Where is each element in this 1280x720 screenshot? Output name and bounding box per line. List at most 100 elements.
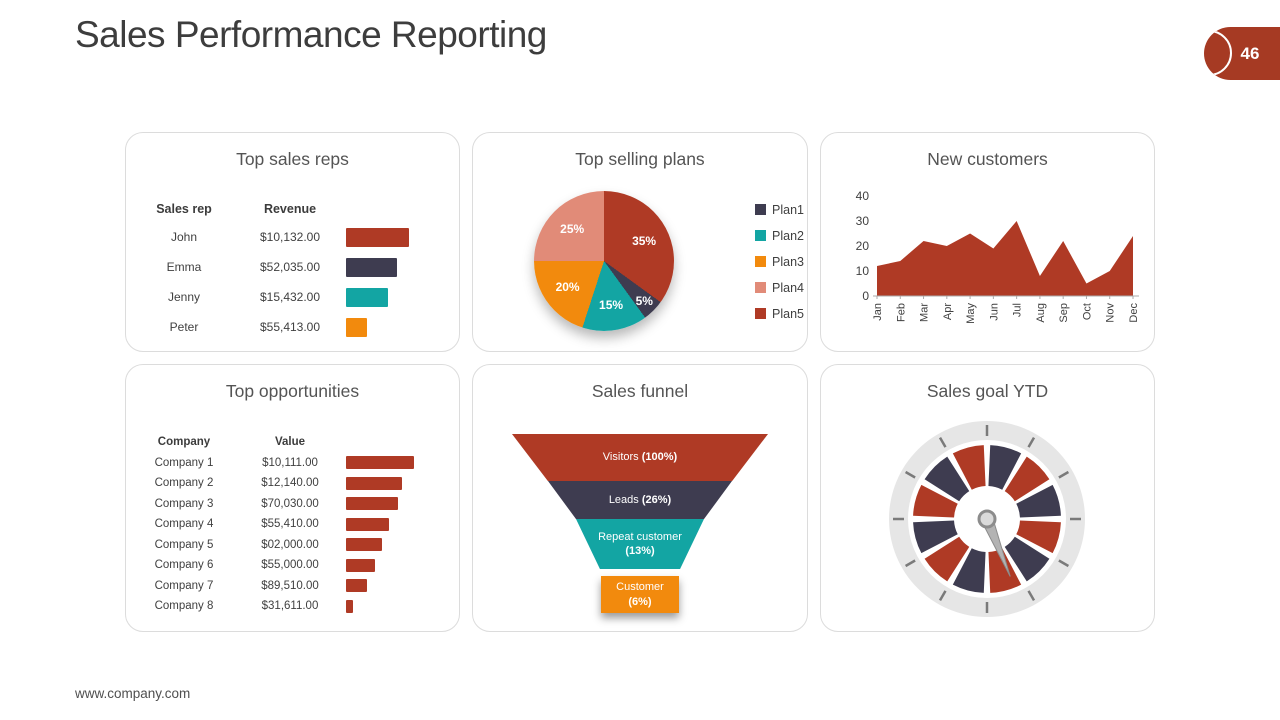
- rep-name: Peter: [169, 320, 199, 334]
- x-tick-label: Oct: [1081, 303, 1093, 320]
- opportunity-row: Company 1 $10,111.00: [126, 453, 459, 474]
- y-tick-label: 40: [856, 189, 870, 203]
- company-value: $10,111.00: [262, 456, 318, 469]
- panel-sales-goal-ytd: Sales goal YTD: [820, 364, 1155, 632]
- gauge-tick: [904, 470, 916, 479]
- table-header-row: Sales rep Revenue: [126, 196, 459, 222]
- company-name: Company 1: [154, 456, 214, 469]
- pie-legend: Plan1 Plan2 Plan3 Plan4 Plan5: [755, 202, 804, 321]
- company-value: $89,510.00: [261, 579, 319, 592]
- legend-item: Plan3: [755, 255, 804, 269]
- legend-label: Plan4: [772, 280, 804, 295]
- funnel-stage-leads: Leads (26%): [548, 481, 732, 519]
- rep-revenue: $10,132.00: [259, 230, 321, 244]
- sales-reps-rows: John $10,132.00 Emma $52,035.00 Jenny $15,432…: [126, 222, 459, 342]
- y-tick-label: 30: [856, 214, 870, 228]
- column-header-revenue: Revenue: [263, 202, 317, 216]
- page-number: 46: [1240, 43, 1260, 63]
- funnel-stage-label: Visitors (100%): [602, 451, 678, 464]
- funnel-stage-repeat-customer: Repeat customer (13%): [576, 519, 704, 569]
- x-tick-label: Jul: [1012, 303, 1024, 317]
- legend-label: Plan1: [772, 202, 804, 217]
- x-tick-label: Dec: [1128, 303, 1140, 323]
- legend-item: Plan2: [755, 228, 804, 243]
- company-name: Company 4: [154, 518, 214, 531]
- panel-title-sales-reps: Top sales reps: [236, 149, 349, 169]
- gauge-segment: [1004, 456, 1050, 502]
- gauge-segment: [1016, 520, 1061, 554]
- pie-slice-label: 35%: [632, 233, 657, 248]
- rep-bar: [346, 317, 367, 337]
- sales-reps-table: Sales rep Revenue John $10,132.00 Emma $52,…: [126, 196, 459, 342]
- panel-top-sales-reps: Top sales reps Sales rep Revenue John $10…: [125, 132, 460, 352]
- gauge-tick: [1058, 559, 1070, 568]
- company-name: Company 8: [154, 600, 214, 613]
- legend-swatch: [755, 282, 766, 293]
- x-tick-label: Mar: [919, 303, 931, 322]
- panel-top-opportunities: Top opportunities Company Value Company …: [125, 364, 460, 632]
- company-name: Company 7: [154, 579, 214, 592]
- x-tick-label: Nov: [1105, 303, 1117, 323]
- page-number-badge: 46: [1204, 27, 1280, 80]
- area-chart: 0 10 20 30 40 Jan Feb Mar Apr May Jun Jul Aug Sep Oct N…: [856, 189, 1140, 324]
- gauge-chart: [889, 421, 1085, 617]
- rep-revenue: $55,413.00: [259, 320, 321, 334]
- opportunities-rows: Company 1 $10,111.00 Company 2 $12,140.00 Co…: [126, 453, 459, 617]
- rep-name: John: [170, 230, 198, 244]
- gauge-tick: [938, 436, 947, 448]
- funnel-chart: Visitors (100%) Leads (26%) Repeat custome…: [473, 427, 807, 633]
- legend-item: Plan1: [755, 202, 804, 217]
- company-name: Company 5: [154, 538, 214, 551]
- sales-rep-row: Jenny $15,432.00: [126, 282, 459, 312]
- gauge-tick: [1027, 590, 1036, 602]
- funnel-stage-pct: (13%): [625, 545, 655, 557]
- company-bar: [346, 558, 375, 572]
- gauge-segment: [988, 445, 1022, 490]
- y-tick-label: 0: [862, 289, 869, 303]
- gauge-hub: [977, 509, 997, 529]
- legend-label: Plan5: [772, 306, 804, 321]
- funnel-stage-label: Leads (26%): [608, 493, 672, 506]
- company-bar: [346, 497, 398, 511]
- legend-label: Plan2: [772, 228, 804, 243]
- panel-title-sales-funnel: Sales funnel: [591, 381, 689, 401]
- company-name: Company 6: [154, 559, 214, 572]
- gauge-segment: [952, 445, 986, 490]
- company-name: Company 2: [154, 477, 214, 490]
- pie-slice-label: 20%: [555, 280, 580, 295]
- company-name: Company 3: [154, 497, 214, 510]
- funnel-stage-label: Repeat customer (13%): [598, 530, 682, 557]
- sales-rep-row: Emma $52,035.00: [126, 252, 459, 282]
- company-value: $55,000.00: [261, 559, 319, 572]
- gauge-segment: [924, 456, 970, 502]
- panel-title-selling-plans: Top selling plans: [575, 149, 705, 169]
- gauge-segment: [913, 484, 958, 518]
- rep-revenue: $15,432.00: [259, 290, 321, 304]
- funnel-stage-pct: (6%): [628, 595, 652, 608]
- area-series: [877, 221, 1133, 296]
- pie-slice-label: 25%: [560, 222, 585, 237]
- gauge-segment: [1016, 484, 1061, 518]
- x-tick-label: Jan: [872, 303, 884, 321]
- opportunity-row: Company 7 $89,510.00: [126, 576, 459, 597]
- company-bar: [346, 599, 353, 613]
- gauge-tick: [1027, 436, 1036, 448]
- pie-slice-label: 15%: [599, 298, 624, 313]
- x-tick-label: Feb: [895, 303, 907, 322]
- legend-swatch: [755, 204, 766, 215]
- gauge-tick: [904, 559, 916, 568]
- company-bar: [346, 538, 382, 552]
- opportunity-row: Company 4 $55,410.00: [126, 514, 459, 535]
- pie-slice-label: 5%: [635, 294, 653, 309]
- funnel-stage-visitors: Visitors (100%): [512, 434, 768, 481]
- panel-sales-funnel: Sales funnel Visitors (100%) Leads (26%) R…: [472, 364, 808, 632]
- company-value: $55,410.00: [261, 518, 319, 531]
- sales-rep-row: John $10,132.00: [126, 222, 459, 252]
- funnel-stage-pct: (26%): [641, 493, 672, 506]
- gauge-segment: [952, 548, 986, 593]
- y-tick-label: 20: [856, 239, 870, 253]
- pie-chart: 35% 5% 15% 20% 25%: [534, 191, 674, 331]
- gauge-tick: [1058, 470, 1070, 479]
- company-bar: [346, 579, 367, 593]
- sales-rep-row: Peter $55,413.00: [126, 312, 459, 342]
